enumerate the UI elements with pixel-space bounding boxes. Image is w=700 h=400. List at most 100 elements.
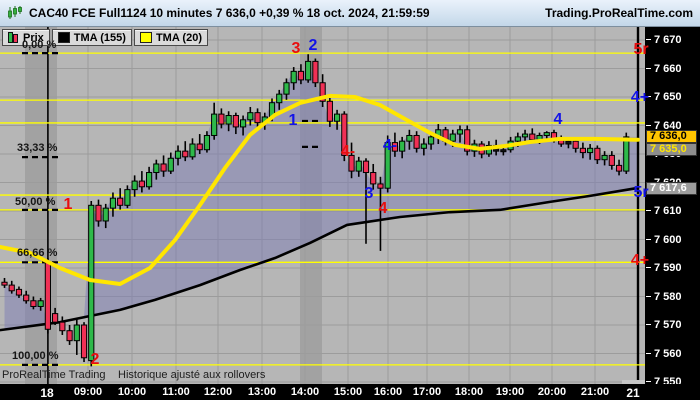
tick-mark <box>646 125 651 126</box>
candle-body <box>175 151 180 158</box>
candle-body <box>588 148 593 152</box>
tick-mark <box>646 381 651 382</box>
price-tick: 7 650 <box>645 91 700 103</box>
candle-body <box>595 148 600 159</box>
candle-body <box>60 322 65 331</box>
price-axis[interactable]: 7 6707 6607 6507 6407 6307 6207 6107 600… <box>645 27 700 384</box>
candle-body <box>89 205 94 360</box>
candle-body <box>212 114 217 135</box>
candle-body <box>125 190 130 206</box>
candle-body <box>103 208 108 221</box>
tma20-swatch-icon <box>140 32 152 43</box>
candle-body <box>219 114 224 124</box>
highlight-band <box>25 27 57 384</box>
legend: Prix TMA (155) TMA (20) <box>2 29 208 46</box>
candle-body <box>154 164 159 173</box>
candle-body <box>24 295 29 301</box>
candle-body <box>38 301 43 307</box>
candle-body <box>45 262 50 329</box>
candle-body <box>573 141 578 148</box>
candle-body <box>313 61 318 82</box>
candle-body <box>515 137 520 141</box>
price-swatch-icon <box>8 32 19 43</box>
candle-body <box>400 141 405 151</box>
price-tick: 7 660 <box>645 63 700 75</box>
time-tick: 19:00 <box>496 386 524 398</box>
candle-body <box>132 181 137 190</box>
legend-item-tma20[interactable]: TMA (20) <box>134 29 208 46</box>
candle-body <box>602 155 607 159</box>
time-tick: 21:00 <box>581 386 609 398</box>
time-tick: 17:00 <box>413 386 441 398</box>
tick-mark <box>646 324 651 325</box>
candle-body <box>566 141 571 144</box>
time-tick: 18 <box>40 386 53 400</box>
tick-mark <box>646 96 651 97</box>
tick-mark <box>646 267 651 268</box>
price-tick: 7 580 <box>645 291 700 303</box>
candle-body <box>168 158 173 171</box>
chart-area[interactable] <box>0 27 645 384</box>
candle-body <box>385 143 390 189</box>
candle-body <box>67 331 72 341</box>
title-bar: CAC40 FCE Full1124 10 minutes 7 636,0 +0… <box>0 0 700 27</box>
candle-body <box>363 161 368 172</box>
candle-body <box>16 289 21 295</box>
candle-body <box>356 161 361 171</box>
candle-body <box>306 61 311 80</box>
candle-body <box>197 144 202 150</box>
candle-body <box>190 144 195 157</box>
candlestick-chart[interactable] <box>0 27 645 384</box>
candle-body <box>233 116 238 127</box>
legend-label: TMA (155) <box>74 32 126 44</box>
candle-body <box>284 83 289 94</box>
price-tick: 7 570 <box>645 319 700 331</box>
candle-body <box>616 165 621 171</box>
candle-body <box>96 205 101 221</box>
tick-mark <box>646 39 651 40</box>
chart-title: CAC40 FCE Full1124 10 minutes 7 636,0 +0… <box>29 6 539 20</box>
candle-body <box>31 301 36 307</box>
time-tick: 21 <box>626 386 639 400</box>
platform-link[interactable]: Trading.ProRealTime.com <box>545 6 693 20</box>
time-tick: 09:00 <box>74 386 102 398</box>
candle-body <box>2 282 7 285</box>
time-tick: 20:00 <box>538 386 566 398</box>
candle-body <box>544 133 549 136</box>
time-tick: 15:00 <box>334 386 362 398</box>
candle-body <box>53 314 58 323</box>
candle-body <box>327 101 332 121</box>
candle-body <box>378 184 383 188</box>
candle-body <box>457 130 462 134</box>
candle-body <box>580 148 585 152</box>
price-marker: 7 635,0 <box>646 143 697 156</box>
time-tick: 12:00 <box>204 386 232 398</box>
candle-body <box>624 137 629 171</box>
candle-body <box>277 94 282 103</box>
tick-mark <box>646 239 651 240</box>
legend-label: TMA (20) <box>156 32 202 44</box>
candle-body <box>248 113 253 120</box>
legend-item-prix[interactable]: Prix <box>2 29 50 46</box>
price-marker: 7 636,0 <box>646 130 697 143</box>
candle-body <box>204 135 209 149</box>
candle-body <box>414 135 419 148</box>
candle-body <box>183 151 188 157</box>
candle-body <box>342 114 347 155</box>
time-tick: 14:00 <box>291 386 319 398</box>
price-tick: 7 600 <box>645 234 700 246</box>
time-tick: 10:00 <box>118 386 146 398</box>
candle-body <box>421 144 426 148</box>
legend-label: Prix <box>23 32 44 44</box>
candle-body <box>298 71 303 80</box>
candle-body <box>9 285 14 291</box>
candle-body <box>255 113 260 123</box>
candle-body <box>450 134 455 141</box>
candle-body <box>110 198 115 208</box>
legend-item-tma155[interactable]: TMA (155) <box>52 29 132 46</box>
candle-body <box>226 116 231 125</box>
time-tick: 16:00 <box>374 386 402 398</box>
time-tick: 18:00 <box>455 386 483 398</box>
time-axis[interactable]: 1809:0010:0011:0012:0013:0014:0015:0016:… <box>0 384 700 400</box>
candle-body <box>147 173 152 187</box>
